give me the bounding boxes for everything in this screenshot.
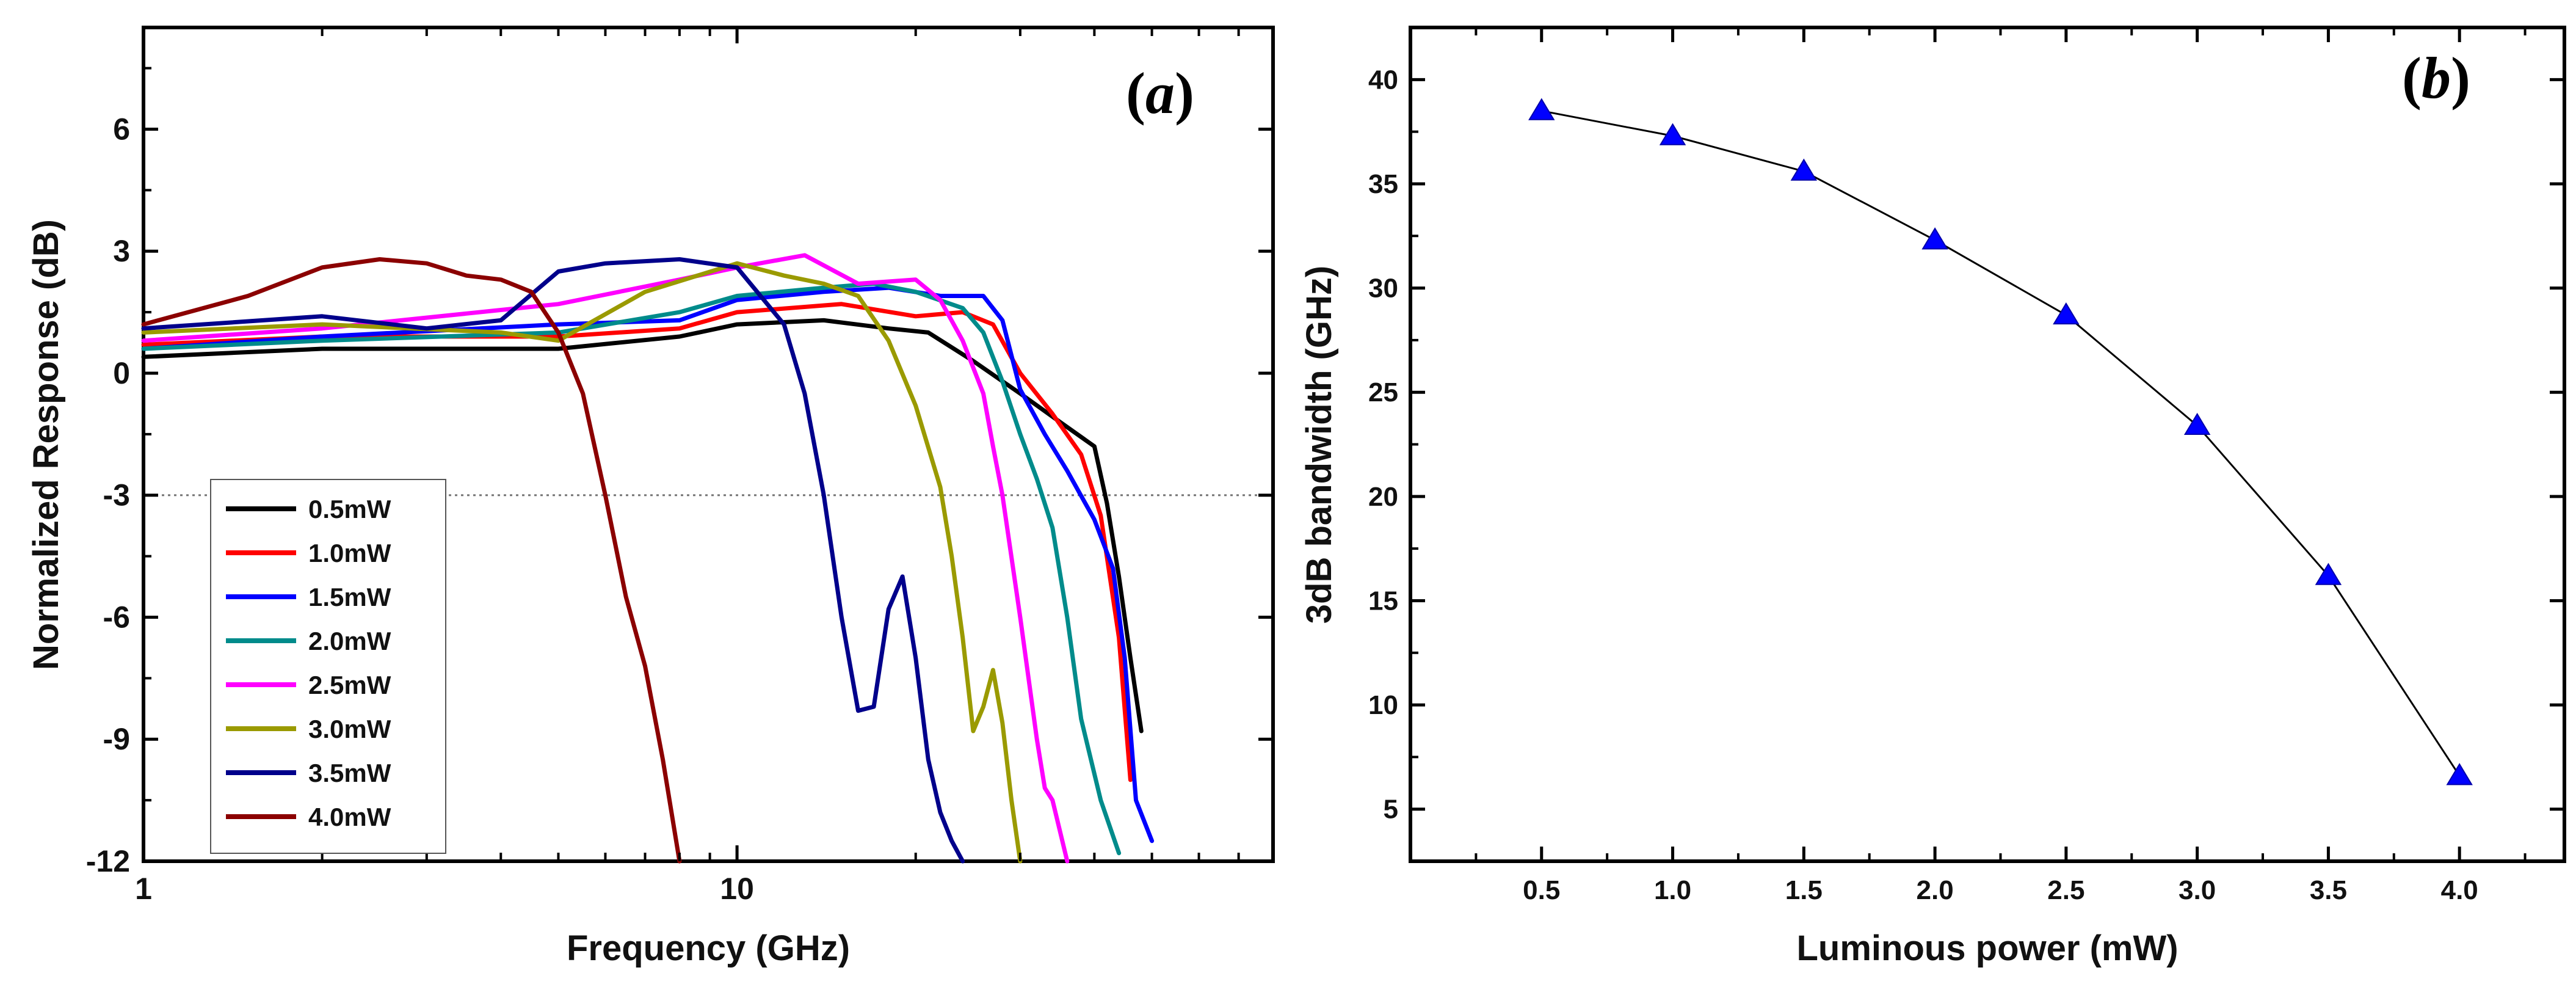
x-tick-label: 1 [135,872,152,906]
bandwidth-point [2183,412,2211,436]
bandwidth-point [1790,158,1818,181]
legend-label: 2.5mW [308,671,391,699]
y-tick-label-b: 40 [1368,65,1398,95]
series-line-0 [141,318,1144,734]
x-tick-label-b: 1.5 [1785,875,1823,905]
y-tick-label: 6 [113,112,130,146]
legend-label: 4.0mW [308,803,391,831]
legend-label: 3.0mW [308,715,391,743]
legend-label: 0.5mW [308,495,391,523]
bandwidth-point [2315,563,2342,585]
panel-b-plot-frame [1409,26,2566,863]
x-tick-label-b: 4.0 [2441,875,2478,905]
x-axis-title: Frequency (GHz) [567,928,850,968]
y-tick-label-b: 10 [1368,690,1398,720]
y-tick-label-b: 5 [1384,795,1398,825]
bandwidth-point [2446,763,2473,785]
legend-label: 2.0mW [308,627,391,655]
series-line-6 [141,257,965,864]
panel-label-b: (b) [2402,45,2470,111]
legend-box [210,479,446,854]
series-line-7 [141,257,682,864]
x-tick-label-b: 3.5 [2310,875,2347,905]
y-axis-title-b: 3dB bandwidth (GHz) [1299,266,1339,624]
y-tick-label-b: 25 [1368,377,1398,407]
series-line-2 [141,285,1155,844]
y-tick-label: -3 [103,478,130,512]
y-tick-label: -6 [103,600,130,634]
y-tick-label-b: 15 [1368,586,1398,616]
legend-label: 3.5mW [308,759,391,787]
y-tick-label-b: 20 [1368,482,1398,512]
y-tick-label-b: 35 [1368,169,1398,199]
y-tick-label-b: 30 [1368,274,1398,304]
y-tick-label: 3 [113,234,130,268]
x-tick-label-b: 0.5 [1523,875,1560,905]
x-tick-label-b: 3.0 [2179,875,2216,905]
x-tick-label-b: 1.0 [1654,875,1691,905]
series-line-3 [141,282,1122,856]
bandwidth-point [1921,227,1948,250]
y-axis-title: Normalized Response (dB) [26,219,66,670]
axis-ticks-b: 5 10 15 20 25 30 35 40 0.5 1.0 1.5 2.0 2.5 3.0 3.5 4.0 [1368,26,2564,905]
series-line-1 [141,302,1133,782]
y-tick-label: -12 [86,844,130,878]
bandwidth-curve [1541,110,2461,776]
legend-label: 1.0mW [308,539,391,567]
x-tick-label: 10 [720,872,754,906]
series-line-5 [141,261,1023,864]
panel-a-frequency-response: 6 3 0 -3 -6 -9 -121 10 Frequency (GHz) Normaliz… [26,26,1275,968]
y-tick-label: -9 [103,722,130,756]
y-tick-label: 0 [113,356,130,390]
series-lines [141,253,1155,864]
bandwidth-point [1659,123,1686,145]
panel-label-a: (a) [1126,60,1194,126]
bandwidth-point [1528,98,1555,120]
x-tick-label-b: 2.0 [1917,875,1954,905]
axis-ticks: 6 3 0 -3 -6 -9 -121 10 [86,27,1274,906]
x-axis-title-b: Luminous power (mW) [1796,928,2178,968]
x-tick-label-b: 2.5 [2047,875,2084,905]
bandwidth-point [2053,302,2080,325]
legend: 0.5mW 1.0mW 1.5mW 2.0mW 2.5mW 3.0mW 3.5mW 4.0mW [210,479,446,854]
legend-label: 1.5mW [308,583,391,611]
series-line-4 [141,253,1070,864]
bandwidth-line [1541,110,2461,776]
bandwidth-markers [1528,98,2473,785]
